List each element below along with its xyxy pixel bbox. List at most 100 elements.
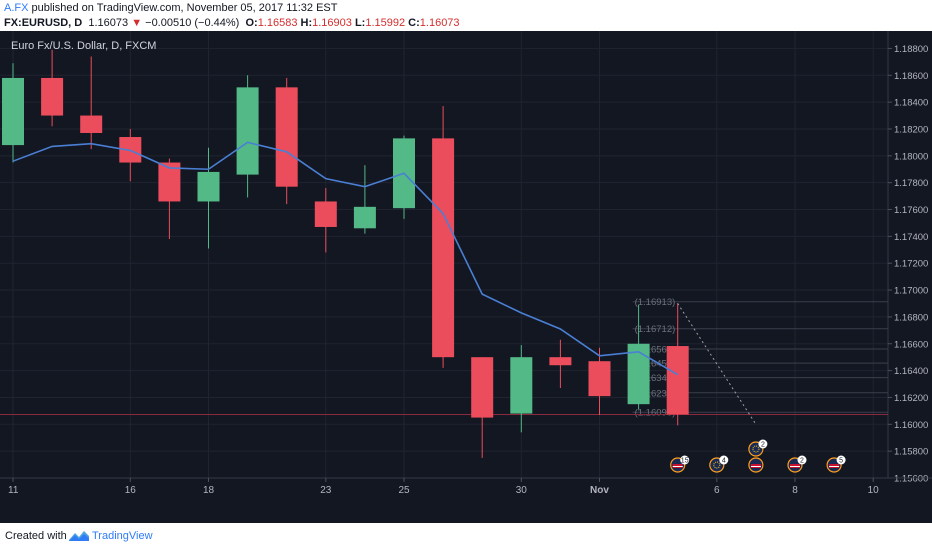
y-tick-label: 1.16600 (894, 339, 928, 350)
candle-down (666, 346, 689, 415)
candle-down (80, 115, 103, 133)
symbol-label: FX:EURUSD, D (4, 17, 83, 29)
y-tick-label: 1.17200 (894, 259, 928, 270)
publish-line: A.FX published on TradingView.com, Novem… (4, 2, 337, 14)
close-label: C: (408, 17, 420, 29)
projection-dotted-line (677, 303, 757, 425)
flag-stripe (672, 466, 683, 467)
candle-up (510, 357, 533, 414)
level-label: (1.16913) (635, 297, 676, 308)
low-label: L: (354, 17, 366, 29)
eu-stars (752, 445, 760, 453)
chart-area[interactable]: 1.18800 1.18600 1.18400 1.18200 1.18000 1.178… (0, 31, 932, 523)
y-tick-label: 1.18800 (894, 44, 928, 55)
y-tick-label: 1.18200 (894, 124, 928, 135)
event-count: 4 (722, 458, 726, 465)
economic-events[interactable]: 15 4 2 2 5 (670, 439, 846, 473)
level-label: (1.16348) (635, 373, 676, 384)
chart-header: A.FX published on TradingView.com, Novem… (0, 0, 932, 31)
event-count: 2 (800, 458, 804, 465)
x-tick-label: 18 (203, 485, 215, 496)
tradingview-logo-icon (69, 531, 89, 541)
candle-up (353, 206, 376, 229)
candle-up (627, 343, 650, 405)
y-tick-label: 1.15600 (894, 474, 928, 485)
us-flag-icon[interactable]: 2 (787, 455, 807, 473)
us-flag-icon[interactable]: 15 (670, 455, 690, 473)
flag-stripe (790, 466, 800, 467)
level-label: (1.16235) (635, 388, 676, 399)
candle-down (549, 357, 572, 366)
last-price: 1.16073 (88, 17, 129, 29)
open-label: O: (245, 17, 258, 29)
y-tick-label: 1.16800 (894, 312, 928, 323)
y-tick-label: 1.17000 (894, 286, 928, 297)
ohlc-line: FX:EURUSD, D 1.16073 ▼ −0.00510 (−0.44%)… (4, 17, 460, 29)
event-count-bubble (797, 455, 807, 465)
x-tick-label: 16 (125, 485, 137, 496)
chart-title: Euro Fx/U.S. Dollar, D, FXCM (11, 40, 156, 52)
tradingview-brand-link[interactable]: TradingView (92, 530, 153, 542)
eu-stars (713, 461, 721, 469)
candle-up (2, 77, 24, 146)
price-axis[interactable]: 1.18800 1.18600 1.18400 1.18200 1.18000 1.178… (887, 31, 928, 485)
x-tick-label: 25 (398, 485, 410, 496)
high-label: H: (300, 17, 313, 29)
footer: Created with TradingView (0, 523, 932, 550)
candle-down (275, 87, 298, 187)
event-count-bubble (680, 455, 690, 465)
candles (2, 49, 689, 458)
ma-line (12, 141, 679, 376)
us-flag-icon[interactable]: 5 (826, 455, 846, 473)
event-count-bubble (758, 439, 768, 449)
level-label: (1.16712) (635, 324, 676, 335)
y-tick-label: 1.18400 (894, 98, 928, 109)
author-link[interactable]: A.FX (4, 2, 29, 14)
y-tick-label: 1.16200 (894, 393, 928, 404)
y-tick-label: 1.18000 (894, 151, 928, 162)
y-tick-label: 1.17800 (894, 178, 928, 189)
level-label: (1.16456) (635, 359, 676, 370)
candle-down (432, 138, 455, 358)
flag-stripe (750, 466, 761, 467)
open-value: 1.16583 (257, 17, 298, 29)
projection-line (677, 303, 757, 425)
y-tick-label: 1.17400 (894, 232, 928, 243)
candle-down (158, 162, 181, 202)
event-count-bubble (719, 455, 729, 465)
x-tick-label: 30 (516, 485, 528, 496)
level-label: (1.16561) (635, 344, 676, 355)
event-count: 2 (761, 442, 765, 449)
event-count-bubble (836, 455, 846, 465)
y-tick-label: 1.16400 (894, 366, 928, 377)
candle-up (197, 171, 220, 202)
created-with-text: Created with (5, 530, 67, 542)
flag-stripe (829, 466, 840, 467)
x-tick-label: 23 (320, 485, 332, 496)
us-flag-icon[interactable] (748, 457, 764, 473)
event-count: 15 (681, 458, 689, 465)
y-tick-label: 1.18600 (894, 71, 928, 82)
candle-down (41, 77, 64, 116)
x-tick-label: 8 (792, 485, 798, 496)
eu-flag-icon[interactable]: 2 (748, 439, 768, 457)
down-arrow-icon: ▼ (131, 17, 143, 29)
price-change: −0.00510 (−0.44%) (145, 17, 240, 29)
event-count: 5 (839, 458, 843, 465)
candle-up (236, 87, 259, 175)
y-tick-label: 1.16000 (894, 420, 928, 431)
price-chart[interactable]: 1.18800 1.18600 1.18400 1.18200 1.18000 1.178… (0, 31, 932, 523)
x-tick-label: 6 (714, 485, 720, 496)
level-label: (1.16090) (635, 408, 676, 419)
candle-down (471, 357, 494, 418)
x-tick-label: 11 (8, 485, 19, 496)
x-tick-label: 10 (868, 485, 880, 496)
eu-flag-icon[interactable]: 4 (709, 455, 729, 473)
candle-down (588, 361, 611, 397)
time-axis[interactable]: 11 16 18 23 25 30 Nov 6 8 10 (0, 477, 932, 496)
moving-average (12, 141, 679, 376)
published-text: published on TradingView.com, November 0… (28, 2, 338, 14)
close-value: 1.16073 (419, 17, 460, 29)
low-value: 1.15992 (365, 17, 406, 29)
y-tick-label: 1.15800 (894, 447, 928, 458)
